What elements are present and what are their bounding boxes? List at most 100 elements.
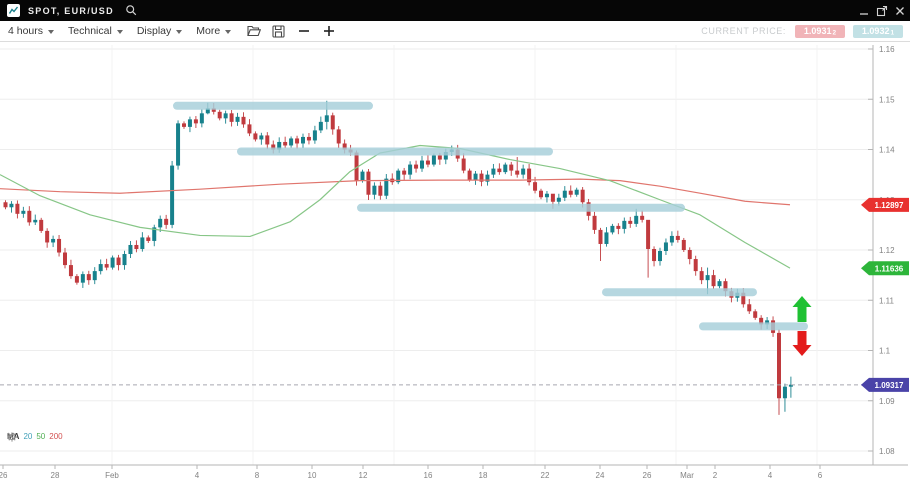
chevron-down-icon <box>225 29 232 34</box>
more-dropdown[interactable]: More <box>196 25 232 37</box>
chart-plot[interactable]: 1.161.151.141.131.121.111.11.091.082628F… <box>0 42 910 488</box>
sr-zones[interactable] <box>173 101 808 331</box>
candle <box>318 121 323 131</box>
price-badges: 1.12897 1.11636 1.09317 <box>861 197 909 392</box>
candle <box>45 230 50 243</box>
ask-price-fraction: 1 <box>890 29 895 36</box>
candle <box>539 190 543 198</box>
candle <box>705 275 710 281</box>
candle <box>384 178 389 196</box>
zoom-out-button[interactable] <box>295 24 312 39</box>
candle <box>223 113 228 119</box>
candle <box>652 248 657 262</box>
price-axis-label: 1.09 <box>879 397 895 406</box>
zoom-in-button[interactable] <box>320 24 337 39</box>
chart-toolbar: 4 hours Technical Display More <box>0 21 910 42</box>
candle <box>777 332 781 399</box>
sr-zone[interactable] <box>237 147 553 156</box>
candle <box>301 136 305 144</box>
candle <box>74 276 79 283</box>
candle <box>354 152 359 181</box>
candle <box>479 173 484 182</box>
minimize-icon[interactable] <box>856 3 871 18</box>
candle <box>193 119 198 124</box>
more-label: More <box>196 25 221 37</box>
sr-zone[interactable] <box>602 288 757 297</box>
candle <box>140 237 145 249</box>
candle <box>164 218 169 225</box>
chevron-down-icon <box>176 29 183 34</box>
candle <box>158 218 163 228</box>
technical-label: Technical <box>68 25 112 37</box>
candle <box>134 244 139 249</box>
sr-zone[interactable] <box>357 203 685 212</box>
date-axis-label: 12 <box>359 471 368 480</box>
candle <box>556 197 561 202</box>
price-axis-label: 1.1 <box>879 347 891 356</box>
chart-panel: 1.161.151.141.131.121.111.11.091.082628F… <box>0 42 910 488</box>
candle <box>330 115 335 130</box>
price-badge-value: 1.12897 <box>875 201 904 210</box>
candle <box>15 203 20 214</box>
date-axis-label: 4 <box>195 471 200 480</box>
candle <box>342 143 347 150</box>
candle <box>592 215 597 230</box>
candle <box>604 232 609 244</box>
candle <box>86 274 91 281</box>
technical-dropdown[interactable]: Technical <box>68 25 123 37</box>
candle <box>33 219 38 223</box>
price-badge-value: 1.11636 <box>875 264 904 273</box>
search-icon[interactable] <box>125 4 138 17</box>
candle <box>443 152 448 160</box>
candle <box>711 275 716 287</box>
current-price-label: CURRENT PRICE: <box>701 26 786 36</box>
sparkline-icon <box>8 6 19 14</box>
candle <box>747 304 752 312</box>
candle <box>110 257 115 268</box>
candle <box>491 168 496 175</box>
down-arrow-annotation[interactable] <box>792 331 812 356</box>
candle <box>39 219 44 231</box>
candle <box>610 225 615 233</box>
candle <box>622 220 627 229</box>
date-axis-label: 4 <box>768 471 773 480</box>
candle <box>693 259 698 272</box>
candle <box>378 185 383 196</box>
save-icon[interactable] <box>270 24 287 39</box>
price-badge <box>861 197 909 212</box>
date-axis-label: 22 <box>541 471 550 480</box>
candle <box>461 158 466 171</box>
date-axis-label: Feb <box>105 471 119 480</box>
date-axis-label: 16 <box>424 471 433 480</box>
timeframe-dropdown[interactable]: 4 hours <box>8 25 55 37</box>
chevron-down-icon <box>116 29 123 34</box>
display-dropdown[interactable]: Display <box>137 25 183 37</box>
candle <box>289 138 294 146</box>
sr-zone[interactable] <box>173 101 373 110</box>
popout-icon[interactable] <box>874 3 889 18</box>
candle <box>497 168 502 173</box>
date-axis-label: 28 <box>51 471 60 480</box>
timeframe-label: 4 hours <box>8 25 44 37</box>
price-axis-label: 1.14 <box>879 146 895 155</box>
candle <box>723 281 728 292</box>
candle <box>782 386 787 399</box>
candle <box>253 133 258 140</box>
date-axis-label: 26 <box>643 471 652 480</box>
close-icon[interactable] <box>892 3 907 18</box>
open-folder-icon[interactable] <box>245 24 262 39</box>
ma-legend-label: MA <box>7 432 20 441</box>
sr-zone[interactable] <box>699 322 808 331</box>
candle <box>765 320 770 325</box>
ask-price-badge: 1.0932 1 <box>853 24 903 38</box>
trend-arrows[interactable] <box>792 296 812 356</box>
title-bar: SPOT, EUR/USD <box>0 0 910 21</box>
date-axis-label: 26 <box>0 471 8 480</box>
candle <box>675 235 680 240</box>
candle <box>503 164 508 173</box>
date-axis-label: 6 <box>818 471 823 480</box>
candle <box>681 239 686 250</box>
up-arrow-annotation[interactable] <box>792 296 812 322</box>
ma50-value: 50 <box>36 432 46 441</box>
